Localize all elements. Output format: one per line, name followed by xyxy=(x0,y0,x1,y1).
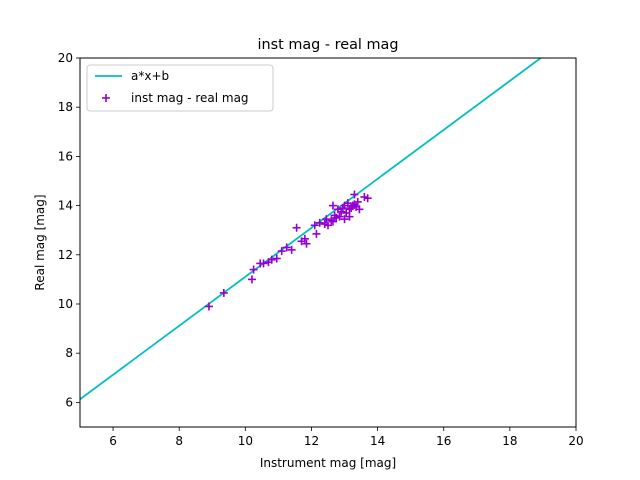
data-point xyxy=(247,275,256,284)
data-point xyxy=(322,215,331,224)
y-tick-label: 14 xyxy=(58,199,73,213)
x-tick-label: 14 xyxy=(370,434,385,448)
legend: a*x+b inst mag - real mag xyxy=(86,64,274,112)
x-tick-label: 18 xyxy=(502,434,517,448)
data-point xyxy=(328,201,337,210)
data-point xyxy=(292,223,301,232)
data-point xyxy=(287,245,296,254)
data-point xyxy=(310,221,319,230)
x-axis-label: Instrument mag [mag] xyxy=(260,456,396,470)
y-tick-label: 16 xyxy=(58,149,73,163)
data-point xyxy=(300,234,309,243)
x-tick-label: 10 xyxy=(238,434,253,448)
data-point xyxy=(350,190,359,199)
legend-scatter-swatch xyxy=(102,94,110,102)
y-axis-label: Real mag [mag] xyxy=(33,194,47,290)
fit-line xyxy=(80,58,543,400)
data-point xyxy=(312,229,321,238)
data-point xyxy=(337,207,346,216)
data-point xyxy=(249,265,258,274)
data-point xyxy=(335,212,344,221)
data-point xyxy=(363,194,372,203)
data-point xyxy=(324,221,332,230)
legend-scatter-label: inst mag - real mag xyxy=(131,91,249,105)
x-tick-label: 16 xyxy=(436,434,451,448)
x-axis: 6 8 10 12 14 16 18 20 xyxy=(109,427,584,448)
data-point xyxy=(345,212,354,221)
legend-fit-line-label: a*x+b xyxy=(131,69,169,83)
data-point xyxy=(343,199,352,208)
data-point xyxy=(302,239,311,248)
x-tick-label: 6 xyxy=(109,434,117,448)
data-point xyxy=(259,259,268,268)
data-point xyxy=(267,255,276,264)
y-tick-label: 18 xyxy=(58,100,73,114)
y-axis: 6 8 10 12 14 16 18 20 xyxy=(58,51,80,409)
data-point xyxy=(355,205,364,214)
data-point xyxy=(315,218,324,227)
chart-title: inst mag - real mag xyxy=(258,37,399,53)
data-point xyxy=(282,243,291,252)
y-tick-label: 8 xyxy=(65,346,73,360)
plot-frame xyxy=(79,57,577,428)
data-point xyxy=(272,254,281,263)
data-point xyxy=(327,216,336,225)
y-tick-label: 10 xyxy=(58,297,73,311)
legend-box xyxy=(86,64,274,112)
y-tick-label: 20 xyxy=(58,51,73,65)
x-tick-label: 8 xyxy=(175,434,183,448)
data-point xyxy=(353,197,362,206)
x-tick-label: 20 xyxy=(568,434,583,448)
x-tick-label: 12 xyxy=(304,434,319,448)
y-tick-label: 12 xyxy=(58,248,73,262)
y-tick-label: 6 xyxy=(65,395,73,409)
data-point xyxy=(219,288,228,297)
data-point xyxy=(340,215,349,224)
data-point xyxy=(277,247,286,256)
data-point xyxy=(204,302,213,311)
